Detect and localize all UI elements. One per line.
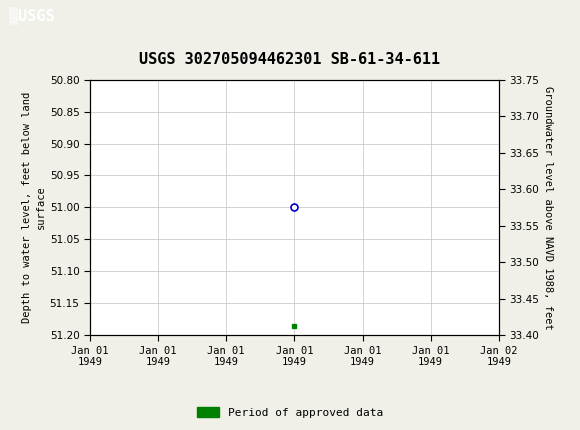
Y-axis label: Depth to water level, feet below land
surface: Depth to water level, feet below land su… — [22, 92, 45, 323]
Legend: Period of approved data: Period of approved data — [193, 403, 387, 422]
Text: ▒USGS: ▒USGS — [9, 7, 55, 25]
Text: USGS 302705094462301 SB-61-34-611: USGS 302705094462301 SB-61-34-611 — [139, 52, 441, 67]
Y-axis label: Groundwater level above NAVD 1988, feet: Groundwater level above NAVD 1988, feet — [543, 86, 553, 329]
